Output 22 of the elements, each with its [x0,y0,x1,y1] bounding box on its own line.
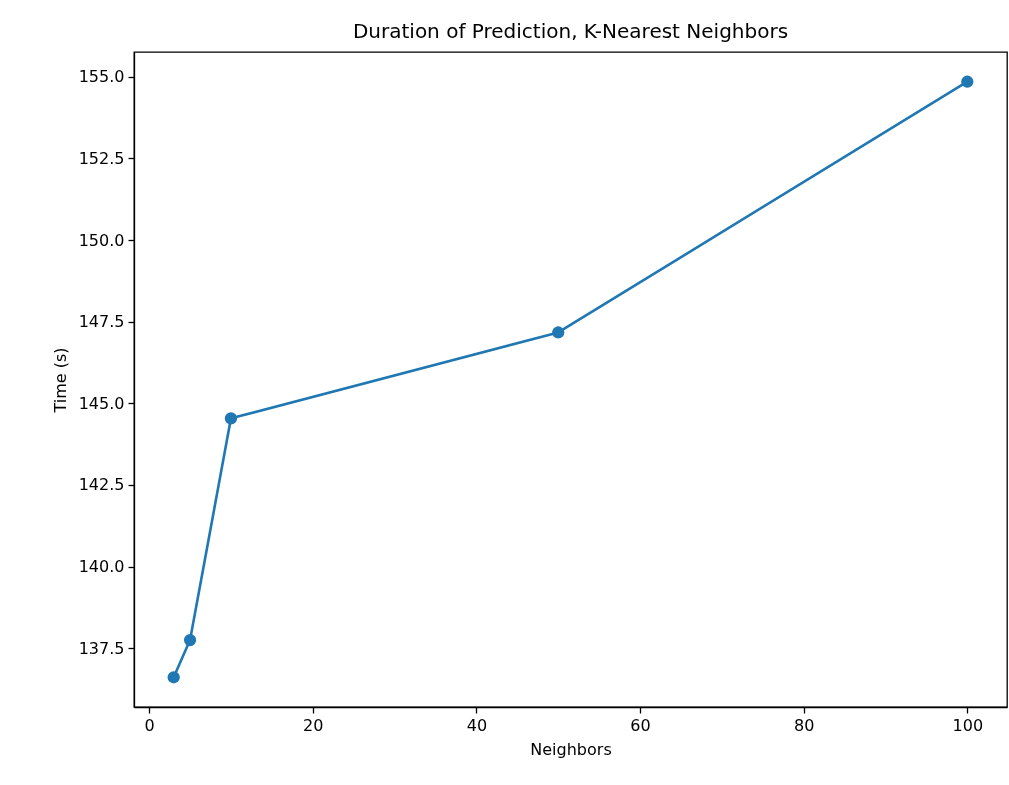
y-tick-label: 155.0 [78,67,125,87]
x-tick-label: 40 [466,715,488,735]
point [183,633,197,647]
x-tick-label: 100 [952,715,984,735]
x-axis-title: Neighbors [530,739,612,759]
point [552,326,565,339]
y-axis-title: Time (s) [50,347,70,414]
point [224,412,238,425]
y-tick-label: 152.5 [78,148,125,168]
y-tick-label: 147.5 [78,312,125,332]
y-tick-label: 140.0 [78,557,125,577]
x-tick-label: 60 [630,715,651,735]
point [167,671,180,684]
y-tick-label: 150.0 [78,230,125,250]
y-tick-label: 145.0 [78,393,125,413]
y-tick-label: 142.5 [78,475,125,495]
x-tick-label: 20 [303,715,324,735]
point [961,75,974,88]
y-tick-label: 137.5 [78,638,125,658]
chart-title: Duration of Prediction, K-Nearest Neighbors [352,19,789,43]
x-tick-label: 80 [794,715,815,735]
x-tick-label: 0 [144,715,155,735]
